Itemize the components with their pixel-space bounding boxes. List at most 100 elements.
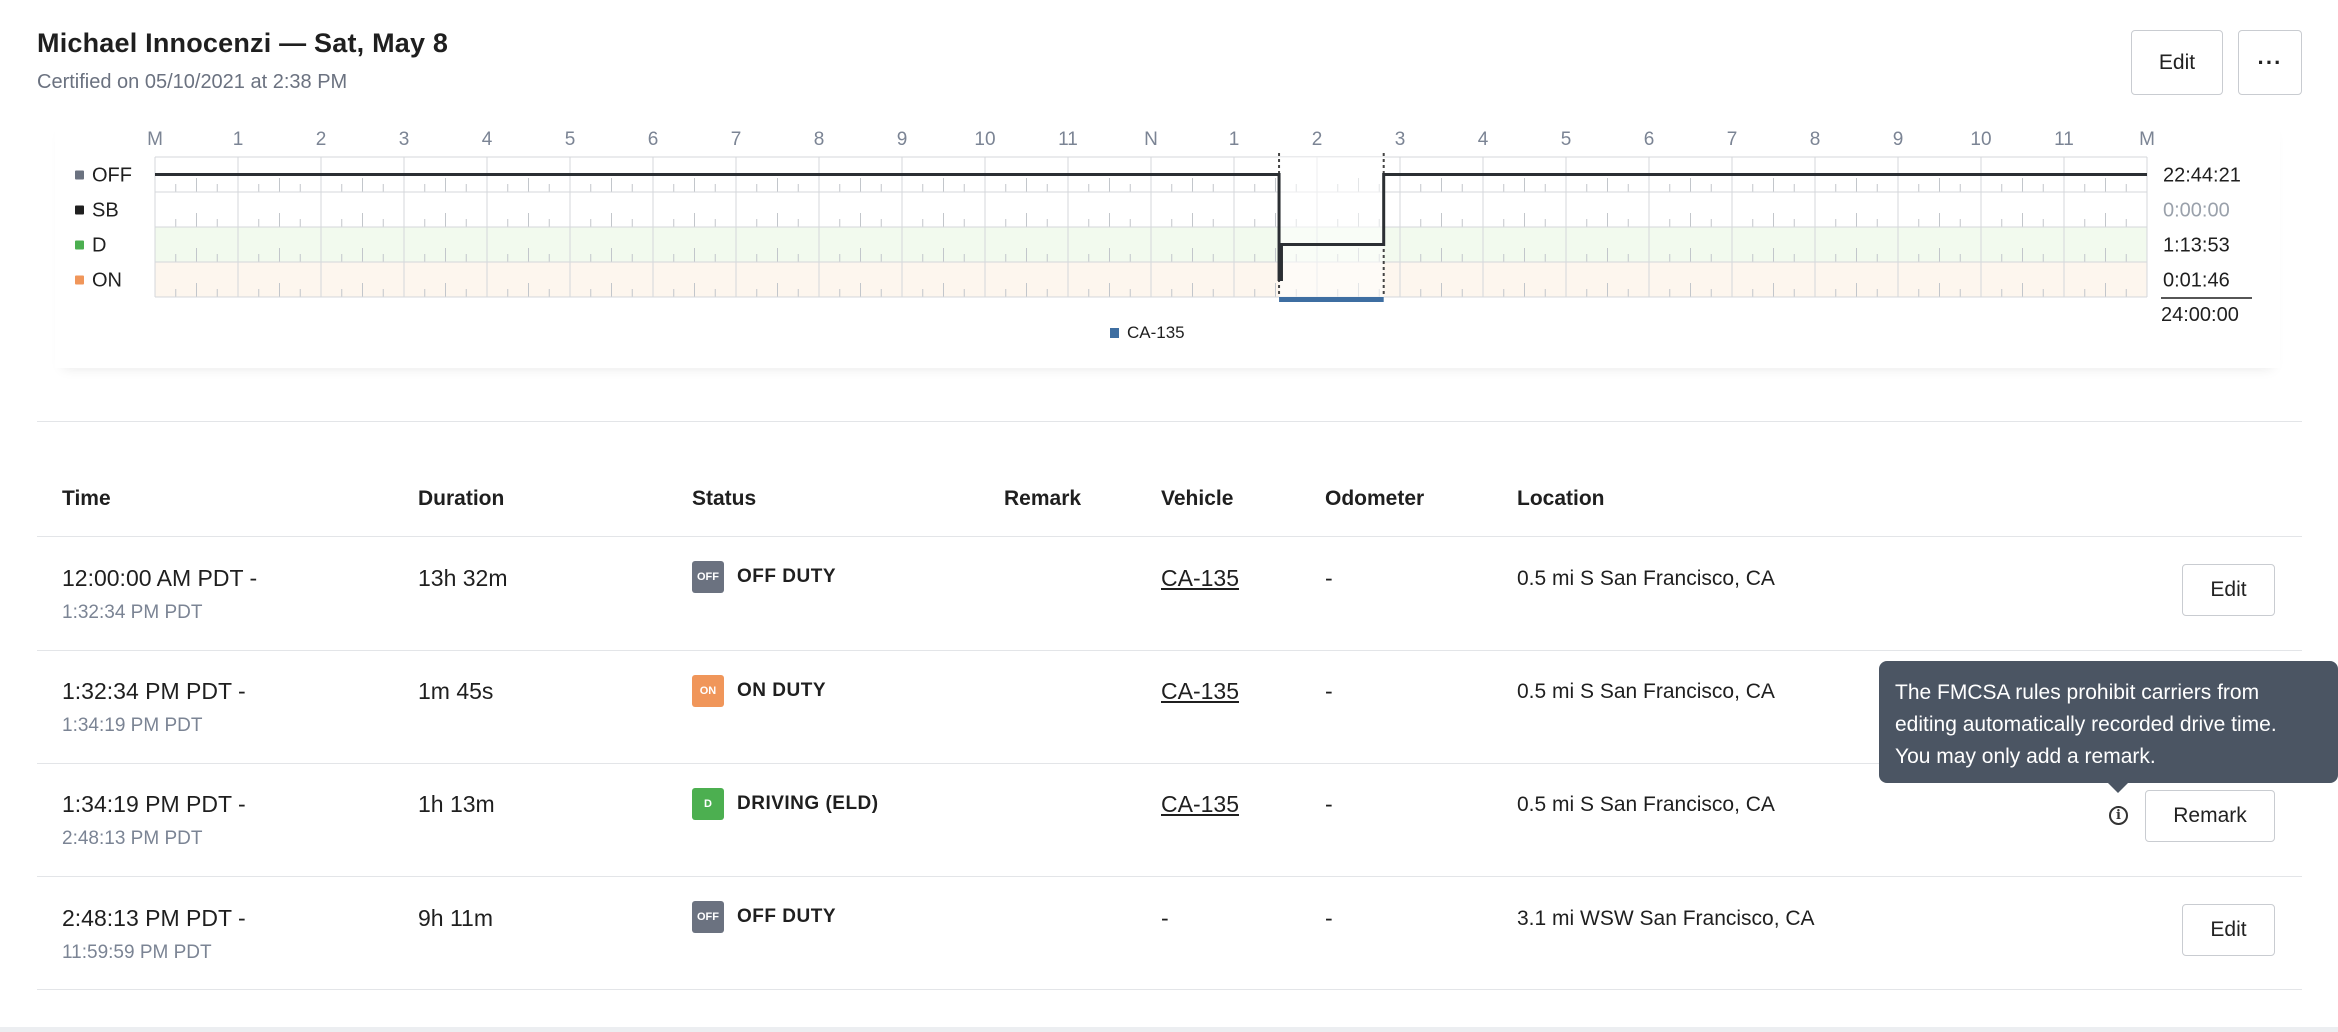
vehicle-cell: -: [1161, 905, 1169, 931]
graph-hour-label: M: [147, 129, 163, 150]
graph-legend-square: [75, 275, 84, 285]
time-cell: 2:48:13 PM PDT - 11:59:59 PM PDT: [62, 905, 246, 964]
time-start: 1:34:19 PM PDT -: [62, 791, 246, 817]
info-icon[interactable]: i: [2109, 806, 2128, 825]
duration-cell: 1h 13m: [418, 791, 495, 817]
status-badge: OFF: [692, 901, 724, 933]
graph-hour-label: 8: [814, 129, 825, 150]
time-cell: 1:32:34 PM PDT - 1:34:19 PM PDT: [62, 678, 246, 737]
time-start: 12:00:00 AM PDT -: [62, 565, 258, 591]
tooltip-line: The FMCSA rules prohibit carriers from: [1895, 681, 2260, 704]
location-cell: 0.5 mi S San Francisco, CA: [1517, 793, 1775, 816]
status-cell: OFF OFF DUTY: [692, 561, 836, 593]
graph-hour-label: 7: [1727, 129, 1738, 150]
graph-row-label: ON: [92, 270, 122, 292]
graph-row-total: 0:00:00: [2163, 200, 2230, 222]
time-cell: 12:00:00 AM PDT - 1:32:34 PM PDT: [62, 565, 257, 624]
th-vehicle: Vehicle: [1161, 487, 1234, 510]
duty-status-graph-card: M 1 2 3 4 5 6 7 8 9 10 11 N 1 2 3 4 5 6 7 8 9 10 11 M OFF SB D ON 22:…: [55, 118, 2280, 368]
page-bottom-border: [0, 1027, 2338, 1032]
status-badge: OFF: [692, 561, 724, 593]
graph-row-total: 0:01:46: [2163, 270, 2230, 292]
location-cell: 3.1 mi WSW San Francisco, CA: [1517, 907, 1815, 930]
graph-row-label: OFF: [92, 165, 132, 187]
graph-row-total: 1:13:53: [2163, 235, 2230, 257]
status-text: OFF DUTY: [737, 566, 836, 587]
drive-time-tooltip: The FMCSA rules prohibit carriers from e…: [1879, 661, 2338, 793]
more-options-button[interactable]: ···: [2238, 30, 2302, 95]
th-odometer: Odometer: [1325, 487, 1425, 510]
graph-hour-label: 6: [648, 129, 659, 150]
graph-hour-label: 3: [1395, 129, 1406, 150]
page-header: Michael Innocenzi — Sat, May 8 Certified…: [37, 28, 448, 94]
graph-hour-label: 4: [1478, 129, 1489, 150]
graph-legend-square: [75, 205, 84, 215]
vehicle-cell: CA-135: [1161, 791, 1239, 818]
graph-hour-label: 6: [1644, 129, 1655, 150]
graph-hour-label: 5: [1561, 129, 1572, 150]
odometer-cell: -: [1325, 905, 1333, 931]
duty-status-graph: M 1 2 3 4 5 6 7 8 9 10 11 N 1 2 3 4 5 6 7 8 9 10 11 M OFF SB D ON 22:…: [75, 129, 2252, 342]
table-row-divider: [37, 989, 2302, 990]
duration-cell: 1m 45s: [418, 678, 494, 704]
th-status: Status: [692, 487, 757, 510]
graph-hour-label: 1: [1229, 129, 1240, 150]
graph-hour-label: 11: [2054, 129, 2074, 150]
th-duration: Duration: [418, 487, 505, 510]
tooltip-line: You may only add a remark.: [1895, 745, 2156, 768]
graph-vehicle-bar: [1279, 297, 1384, 302]
vehicle-link[interactable]: CA-135: [1161, 565, 1239, 591]
graph-row-total: 22:44:21: [2163, 165, 2241, 187]
time-end: 1:32:34 PM PDT: [62, 602, 203, 623]
vehicle-link[interactable]: CA-135: [1161, 791, 1239, 817]
duration-cell: 9h 11m: [418, 905, 494, 931]
graph-hour-label: 11: [1058, 129, 1078, 150]
graph-row-label: SB: [92, 200, 119, 222]
edit-row-button[interactable]: Edit: [2182, 904, 2275, 956]
graph-legend-square: [75, 170, 84, 180]
graph-hour-label: 9: [897, 129, 908, 150]
tooltip-line: editing automatically recorded drive tim…: [1895, 713, 2277, 736]
table-row-divider: [37, 876, 2302, 877]
graph-hour-label: 8: [1810, 129, 1821, 150]
certified-subtitle: Certified on 05/10/2021 at 2:38 PM: [37, 71, 348, 93]
remark-button[interactable]: Remark: [2145, 790, 2275, 842]
location-cell: 0.5 mi S San Francisco, CA: [1517, 680, 1775, 703]
status-cell: ON ON DUTY: [692, 675, 826, 707]
vehicle-cell: CA-135: [1161, 678, 1239, 705]
status-text: OFF DUTY: [737, 906, 836, 927]
table-row-divider: [37, 650, 2302, 651]
page-title: Michael Innocenzi — Sat, May 8: [37, 28, 449, 58]
graph-hour-label: 9: [1893, 129, 1904, 150]
edit-log-button[interactable]: Edit: [2131, 30, 2223, 95]
time-start: 1:32:34 PM PDT -: [62, 678, 246, 704]
time-end: 11:59:59 PM PDT: [62, 942, 212, 963]
vehicle-cell: CA-135: [1161, 565, 1239, 592]
graph-vehicle-legend-label: CA-135: [1127, 323, 1185, 342]
graph-hour-label: 5: [565, 129, 576, 150]
status-text: DRIVING (ELD): [737, 793, 879, 814]
graph-legend-square: [75, 240, 84, 250]
odometer-cell: -: [1325, 678, 1333, 704]
edit-row-button[interactable]: Edit: [2182, 564, 2275, 616]
odometer-cell: -: [1325, 791, 1333, 817]
status-badge: D: [692, 788, 724, 820]
graph-hour-label: 10: [974, 129, 995, 150]
table-row-divider: [37, 536, 2302, 537]
th-time: Time: [62, 487, 111, 510]
time-end: 1:34:19 PM PDT: [62, 715, 203, 736]
time-cell: 1:34:19 PM PDT - 2:48:13 PM PDT: [62, 791, 246, 850]
duration-cell: 13h 32m: [418, 565, 508, 591]
th-location: Location: [1517, 487, 1605, 510]
graph-hour-label: 10: [1970, 129, 1991, 150]
graph-hour-label: M: [2139, 129, 2155, 150]
status-text: ON DUTY: [737, 680, 826, 701]
odometer-cell: -: [1325, 565, 1333, 591]
status-cell: OFF OFF DUTY: [692, 901, 836, 933]
graph-hour-label: 2: [316, 129, 327, 150]
table-row-divider: [37, 763, 2302, 764]
location-cell: 0.5 mi S San Francisco, CA: [1517, 567, 1775, 590]
time-start: 2:48:13 PM PDT -: [62, 905, 246, 931]
graph-hour-label: N: [1144, 129, 1158, 150]
vehicle-link[interactable]: CA-135: [1161, 678, 1239, 704]
